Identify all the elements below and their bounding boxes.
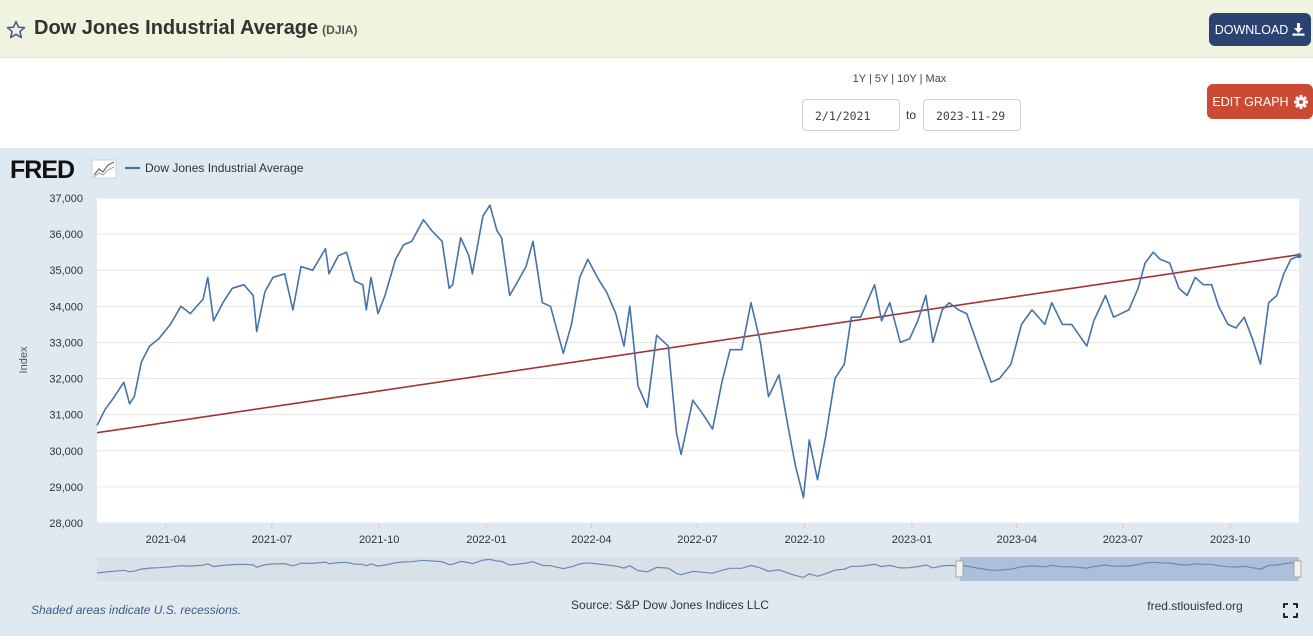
start-date-input[interactable]: 2/1/2021 (802, 99, 900, 131)
y-tick-label: 31,000 (49, 410, 83, 422)
range-navigator[interactable] (96, 557, 1302, 581)
y-tick-label: 29,000 (49, 482, 83, 494)
x-tick-label: 2022-01 (466, 534, 506, 546)
x-tick-label: 2023-10 (1210, 534, 1250, 546)
x-tick-label: 2022-07 (677, 534, 717, 546)
range-10y[interactable]: 10Y (897, 73, 917, 85)
fred-logo-text: FRED (10, 156, 74, 184)
to-label: to (906, 108, 917, 122)
range-max[interactable]: Max (925, 73, 947, 85)
gear-icon (1293, 94, 1308, 109)
range-separator: | (919, 73, 923, 85)
gridlines (97, 197, 1299, 524)
x-tick-label: 2021-07 (252, 534, 292, 546)
trend-line (96, 253, 1300, 434)
x-axis-ticks: 2021-04 2021-07 2021-10 2022-01 2022-04 2022-… (146, 523, 1250, 546)
x-tick-label: 2021-04 (146, 534, 186, 546)
navigator-series (96, 558, 1300, 579)
x-tick-label: 2023-07 (1103, 534, 1143, 546)
edit-graph-label: EDIT GRAPH (1212, 94, 1289, 109)
series-layer (96, 204, 1302, 499)
download-label: DOWNLOAD (1214, 22, 1289, 37)
legend: Dow Jones Industrial Average (125, 161, 304, 175)
y-tick-label: 37,000 (49, 193, 83, 205)
x-tick-label: 2022-04 (571, 534, 611, 546)
y-tick-label: 34,000 (49, 301, 83, 313)
y-tick-label: 35,000 (49, 265, 83, 277)
page-title: Dow Jones Industrial Average (DJIA) (34, 17, 358, 40)
edit-graph-button[interactable]: EDIT GRAPH (1207, 84, 1313, 119)
navigator-handle-right[interactable] (1293, 560, 1302, 578)
x-tick-label: 2023-04 (997, 534, 1037, 546)
site-link[interactable]: fred.stlouisfed.org (1147, 599, 1242, 613)
range-1y[interactable]: 1Y (852, 73, 866, 85)
y-tick-label: 36,000 (49, 229, 83, 241)
y-tick-label: 30,000 (49, 446, 83, 458)
navigator-selection[interactable] (960, 557, 1299, 581)
expand-icon[interactable] (1283, 603, 1298, 618)
fred-logo: FRED (10, 156, 117, 184)
navigator-handle-left[interactable] (955, 560, 964, 578)
download-button[interactable]: DOWNLOAD (1209, 13, 1311, 46)
fred-logo-chart-icon (91, 159, 117, 179)
series-endpoint (1296, 253, 1302, 259)
range-5y[interactable]: 5Y (874, 73, 889, 85)
range-selector: 1Y | 5Y | 10Y | Max (842, 73, 957, 85)
y-tick-label: 28,000 (49, 518, 83, 530)
legend-label: Dow Jones Industrial Average (145, 161, 304, 175)
range-separator: | (869, 73, 872, 85)
trend-line-layer (96, 253, 1300, 434)
x-tick-label: 2023-01 (892, 534, 932, 546)
y-axis-label: Index (18, 346, 30, 373)
end-date-input[interactable]: 2023-11-29 (923, 99, 1021, 131)
recessions-note: Shaded areas indicate U.S. recessions. (31, 603, 241, 617)
chart-container: FRED Dow Jones Industrial Average 28,000… (0, 148, 1313, 636)
y-tick-label: 32,000 (49, 374, 83, 386)
title-bar: Dow Jones Industrial Average (DJIA) DOWNL… (0, 0, 1313, 58)
range-separator: | (891, 73, 895, 85)
x-tick-label: 2021-10 (359, 534, 399, 546)
chart-svg: FRED Dow Jones Industrial Average 28,000… (10, 156, 1302, 618)
series-title: Dow Jones Industrial Average (34, 17, 319, 39)
series-symbol: (DJIA) (322, 23, 358, 37)
x-tick-label: 2022-10 (784, 534, 824, 546)
download-icon (1292, 23, 1305, 36)
star-icon[interactable] (6, 20, 26, 40)
y-axis-ticks: 28,000 29,000 30,000 31,000 32,000 33,000 34,0… (49, 193, 83, 530)
source-text: Source: S&P Dow Jones Indices LLC (571, 598, 769, 612)
plot-area (97, 198, 1299, 523)
y-tick-label: 33,000 (49, 337, 83, 349)
series-line-djia (96, 204, 1300, 499)
